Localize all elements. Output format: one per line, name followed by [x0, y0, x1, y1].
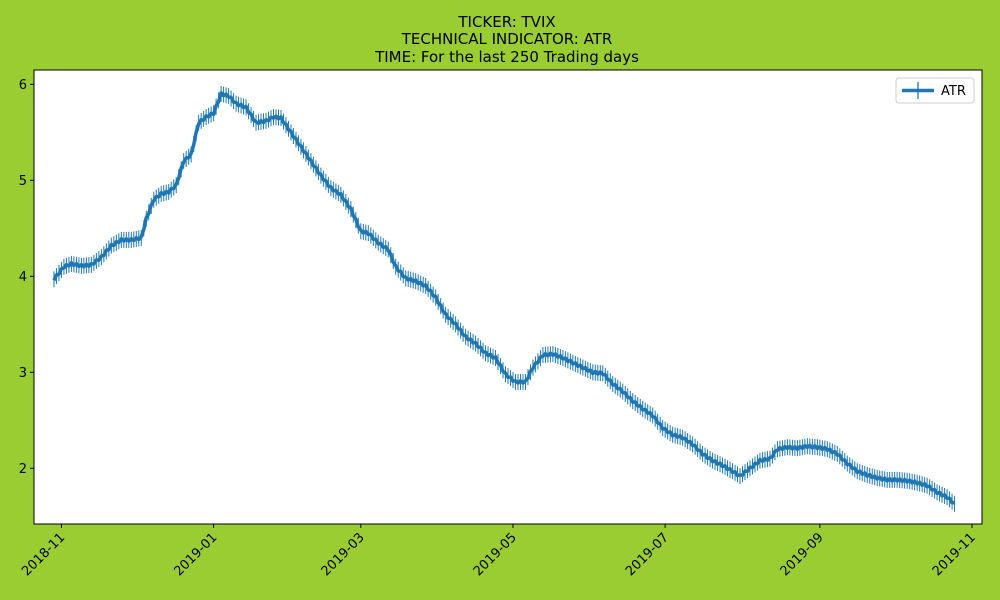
atr-series-markers — [53, 85, 956, 512]
x-tick-label: 2019-01 — [171, 530, 220, 579]
title-line: TICKER: TVIX — [457, 13, 555, 31]
legend: ATR — [895, 77, 975, 104]
x-tick-label: 2018-11 — [19, 530, 68, 579]
y-tick-label: 5 — [19, 174, 27, 189]
y-tick-label: 2 — [19, 462, 27, 477]
x-tick-label: 2019-03 — [319, 530, 368, 579]
series-layer — [52, 85, 956, 512]
y-tick-label: 4 — [19, 270, 27, 285]
x-tick-label: 2019-05 — [471, 530, 520, 579]
y-tick-label: 3 — [19, 366, 27, 381]
chart-title: TICKER: TVIX TECHNICAL INDICATOR: ATR TI… — [374, 13, 639, 66]
x-tick-label: 2019-07 — [623, 530, 672, 579]
x-tick-label: 2019-09 — [778, 530, 827, 579]
y-tick-label: 6 — [19, 78, 27, 93]
y-axis: 2 3 4 5 6 — [19, 78, 34, 477]
x-axis: 2018-11 2019-01 2019-03 2019-05 2019-07 2019-… — [19, 524, 979, 579]
title-line: TECHNICAL INDICATOR: ATR — [401, 30, 613, 48]
legend-box — [895, 77, 975, 104]
x-tick-label: 2019-11 — [930, 530, 979, 579]
legend-label: ATR — [941, 84, 966, 99]
title-line: TIME: For the last 250 Trading days — [374, 48, 639, 66]
